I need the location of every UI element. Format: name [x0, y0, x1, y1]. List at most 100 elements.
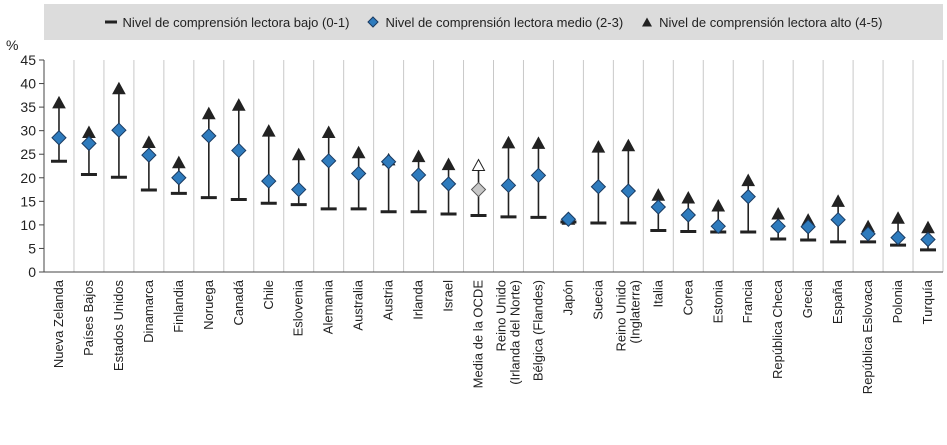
- category-label-line: Grecia: [800, 279, 815, 318]
- category-label: Media de la OCDE: [471, 280, 486, 389]
- category-label-line: Francia: [740, 279, 755, 323]
- category-label-line: República Eslovaca: [860, 279, 875, 394]
- category-label-line: Japón: [560, 280, 575, 315]
- category-label: Canadá: [231, 279, 246, 325]
- high-marker: [651, 188, 666, 201]
- category-label-line: Bélgica (Flandes): [530, 280, 545, 381]
- y-tick-label: 45: [20, 52, 36, 68]
- high-marker: [411, 149, 426, 163]
- category-label: Irlanda: [411, 279, 426, 320]
- high-marker: [321, 125, 336, 139]
- high-marker: [681, 190, 696, 204]
- medium-marker: [470, 181, 487, 198]
- y-tick-label: 0: [28, 264, 36, 280]
- medium-marker: [530, 167, 547, 184]
- category-label: Japón: [560, 280, 575, 315]
- high-marker: [471, 158, 486, 172]
- category-label-line: Israel: [441, 280, 456, 312]
- category-label-line: Alemania: [321, 279, 336, 334]
- medium-marker: [800, 219, 816, 235]
- category-label-line: Chile: [261, 280, 276, 310]
- high-marker: [261, 124, 276, 137]
- category-label: Suecia: [590, 279, 605, 320]
- high-marker: [201, 106, 216, 120]
- medium-marker: [171, 170, 187, 186]
- high-marker: [441, 157, 456, 171]
- medium-marker: [590, 179, 607, 195]
- dash-marker-icon: [104, 20, 117, 24]
- category-label: Bélgica (Flandes): [530, 280, 545, 381]
- category-label: Francia: [740, 279, 755, 323]
- category-label-line: Estonia: [710, 279, 725, 323]
- category-label-line: Media de la OCDE: [471, 280, 486, 389]
- category-label-line: Nueva Zelanda: [51, 279, 66, 368]
- medium-marker: [440, 176, 457, 192]
- legend-item-medium: Nivel de comprensión lectora medio (2-3): [367, 15, 623, 30]
- y-unit-label: %: [6, 37, 18, 53]
- y-tick-label: 5: [28, 240, 36, 256]
- high-marker: [621, 138, 636, 152]
- category-label-line: Países Bajos: [81, 280, 96, 356]
- medium-marker: [231, 142, 247, 159]
- medium-marker: [770, 218, 786, 235]
- legend-label-low: Nivel de comprensión lectora bajo (0-1): [122, 14, 350, 30]
- category-label-line: (Inglaterra): [627, 280, 642, 344]
- category-label: Alemania: [321, 279, 336, 334]
- medium-marker: [51, 130, 67, 146]
- category-label-line: Suecia: [590, 279, 605, 320]
- high-marker: [231, 98, 246, 111]
- medium-marker: [920, 231, 936, 248]
- category-label-line: Australia: [351, 279, 366, 330]
- legend-item-high: Nivel de comprensión lectora alto (4-5): [641, 15, 882, 30]
- category-label: Finlandia: [171, 279, 186, 333]
- medium-marker: [680, 207, 696, 223]
- category-label-line: España: [830, 279, 845, 324]
- category-label-line: Reino Unido: [613, 280, 628, 352]
- category-label: Estonia: [710, 279, 725, 323]
- medium-marker: [201, 128, 217, 144]
- category-label: Corea: [680, 279, 695, 315]
- medium-marker: [710, 218, 726, 235]
- y-tick-label: 25: [20, 146, 36, 162]
- high-marker: [921, 220, 935, 234]
- category-label: Noruega: [201, 279, 216, 330]
- high-marker: [351, 145, 366, 159]
- medium-marker: [261, 173, 277, 189]
- medium-marker: [620, 183, 637, 199]
- medium-marker: [141, 147, 157, 163]
- category-label: Chile: [261, 280, 276, 310]
- medium-marker: [500, 177, 517, 194]
- y-tick-label: 40: [20, 76, 36, 92]
- high-marker: [291, 147, 306, 161]
- y-tick-label: 10: [20, 217, 36, 233]
- medium-marker: [410, 167, 427, 183]
- legend-label-high: Nivel de comprensión lectora alto (4-5): [659, 14, 883, 30]
- category-label: Polonia: [890, 279, 905, 323]
- high-marker: [172, 155, 186, 169]
- category-label-line: Reino Unido: [493, 280, 508, 352]
- high-marker: [831, 194, 845, 207]
- medium-marker: [320, 153, 337, 169]
- category-label: Estados Unidos: [111, 280, 126, 372]
- y-tick-label: 35: [20, 99, 36, 115]
- category-label: Eslovenia: [291, 279, 306, 336]
- medium-marker: [650, 199, 667, 215]
- category-label-line: República Checa: [770, 279, 785, 379]
- medium-marker: [380, 154, 397, 170]
- medium-marker: [860, 226, 876, 242]
- medium-marker: [830, 211, 846, 228]
- category-label-line: Austria: [381, 279, 396, 320]
- medium-marker: [111, 122, 127, 138]
- legend-item-low: Nivel de comprensión lectora bajo (0-1): [104, 14, 350, 30]
- category-label-line: Turquía: [920, 279, 935, 324]
- category-label: Reino Unido(Inglaterra): [613, 280, 642, 352]
- category-label-line: Corea: [680, 279, 695, 315]
- high-marker: [711, 199, 726, 212]
- category-label-line: Eslovenia: [291, 279, 306, 336]
- category-label: Reino Unido(Irlanda del Norte): [493, 280, 522, 385]
- high-marker: [52, 95, 66, 109]
- high-marker: [771, 207, 786, 220]
- high-marker: [891, 211, 905, 224]
- legend: Nivel de comprensión lectora bajo (0-1) …: [44, 4, 943, 40]
- category-label: Italia: [650, 279, 665, 307]
